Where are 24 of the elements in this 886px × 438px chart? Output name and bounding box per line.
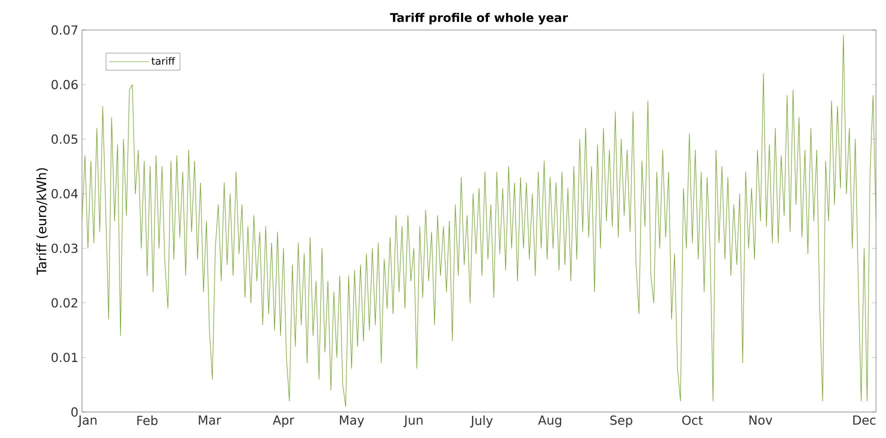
x-tick-label: Nov xyxy=(750,416,772,425)
x-tick-label: Sep xyxy=(610,416,632,428)
y-tick-label: 0 xyxy=(71,407,78,417)
x-tick-label: Apr xyxy=(272,416,294,428)
y-tick-label: 0.05 xyxy=(52,134,78,144)
line-series xyxy=(82,35,876,407)
x-tick-label: Jan xyxy=(78,416,96,428)
y-tick-label: 0.02 xyxy=(52,298,78,308)
x-tick-label: Feb xyxy=(137,416,158,426)
legend-label: tariff xyxy=(152,57,176,65)
x-tick-label: May xyxy=(340,416,364,428)
chart-title: Tariff profile of whole year xyxy=(390,12,568,24)
y-tick-label: 0.06 xyxy=(52,80,78,90)
x-tick-label: Dec xyxy=(853,416,876,425)
y-axis-title: Tariff (euro/kWh) xyxy=(36,168,48,275)
y-tick-label: 0.03 xyxy=(52,244,78,253)
y-tick-label: 0.04 xyxy=(52,188,78,198)
x-tick-label: Mar xyxy=(198,416,222,425)
x-tick-label: Oct xyxy=(682,416,703,425)
x-tick-label: Jun xyxy=(403,416,422,428)
y-tick-label: 0.07 xyxy=(52,25,78,35)
x-tick-label: July xyxy=(470,416,493,428)
x-tick-label: Aug xyxy=(538,416,562,428)
y-tick-label: 0.01 xyxy=(52,352,78,362)
